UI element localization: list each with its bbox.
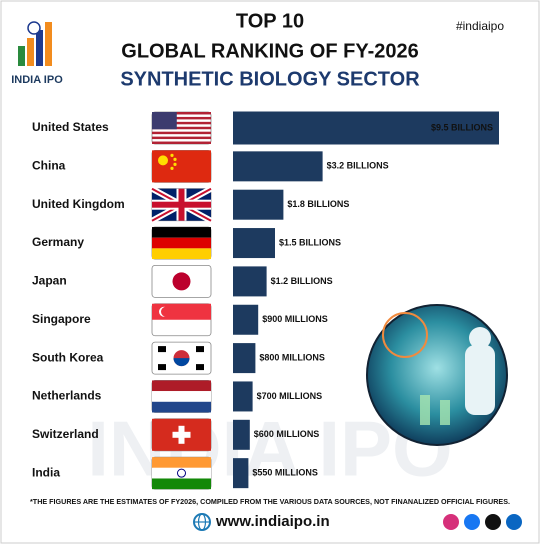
website[interactable]: www.indiaipo.in (215, 513, 330, 530)
flag (151, 226, 212, 260)
flag-star (173, 162, 177, 166)
bar (233, 266, 267, 297)
value-label: $600 MILLIONS (254, 429, 320, 439)
title: TOP 10 (236, 10, 304, 32)
flag-stripe (152, 457, 211, 468)
flag-stripe (152, 136, 211, 140)
value-label: $3.2 BILLIONS (327, 161, 389, 171)
value-label: $550 MILLIONS (252, 468, 318, 478)
flag-stripe (152, 112, 211, 115)
instagram-icon[interactable] (443, 514, 459, 530)
flag-stripe (152, 380, 211, 392)
flag-stripe (152, 401, 211, 413)
bar (233, 419, 250, 450)
flag-trigram (158, 346, 166, 353)
flag-stripe (152, 478, 211, 490)
flag-stripe (152, 131, 211, 135)
flag-star (158, 155, 168, 166)
value-label: $800 MILLIONS (259, 352, 325, 362)
value-label: $1.8 BILLIONS (287, 199, 349, 209)
flag (151, 303, 212, 337)
flag (151, 380, 212, 413)
flag-stripe (152, 391, 211, 402)
flag-stripe (152, 467, 211, 479)
website-icon (193, 513, 211, 531)
flag (151, 149, 212, 183)
value-label: $9.5 BILLIONS (431, 122, 493, 132)
category-label: Japan (32, 274, 67, 288)
category-label: China (32, 159, 66, 173)
flag (151, 456, 212, 490)
logo-text: INDIA IPO (11, 74, 63, 86)
flag-star (170, 166, 174, 170)
flag-field (152, 150, 211, 183)
flag-stripe (152, 227, 211, 238)
flag (151, 341, 212, 375)
flag-trigram (158, 364, 166, 371)
category-label: Germany (32, 235, 84, 249)
flag-stripe (152, 121, 211, 125)
flag (151, 111, 212, 145)
value-label: $700 MILLIONS (257, 391, 323, 401)
flag (151, 264, 212, 298)
flag-trigram (196, 364, 204, 371)
flag (151, 418, 212, 452)
x-icon[interactable] (485, 514, 501, 530)
flag-stripe (152, 248, 211, 260)
subtitle: SYNTHETIC BIOLOGY SECTOR (120, 68, 420, 90)
bar (233, 228, 275, 259)
flag-stripe (152, 116, 211, 120)
category-label: United Kingdom (32, 197, 125, 211)
flag-star (170, 153, 174, 157)
hashtag: #indiaipo (456, 19, 504, 33)
category-label: South Korea (32, 350, 104, 364)
bar (233, 111, 499, 145)
flag-star (173, 157, 177, 161)
social-icons (443, 514, 522, 530)
bar (233, 151, 323, 182)
bar (233, 458, 249, 489)
flag-disc (173, 358, 190, 367)
bar (233, 381, 253, 412)
category-label: Netherlands (32, 389, 102, 403)
facebook-icon[interactable] (464, 514, 480, 530)
bar (233, 189, 284, 220)
flag-chakra (177, 468, 186, 478)
value-label: $1.2 BILLIONS (271, 276, 333, 286)
category-label: United States (32, 120, 109, 134)
flag-canton (152, 112, 177, 130)
linkedin-icon[interactable] (506, 514, 522, 530)
flag-stripe (152, 126, 211, 130)
value-label: $1.5 BILLIONS (279, 237, 341, 247)
title: GLOBAL RANKING OF FY-2026 (121, 40, 418, 62)
flag-trigram (196, 346, 204, 353)
flag-cross (152, 201, 211, 208)
decor-photo (366, 304, 508, 446)
logo: INDIA IPO (11, 21, 63, 86)
category-label: Switzerland (32, 427, 99, 441)
flag-stripe (152, 237, 211, 249)
bar (233, 343, 256, 374)
footnote: *THE FIGURES ARE THE ESTIMATES OF FY2026… (30, 497, 510, 506)
flag-stripe (152, 141, 211, 144)
flag-disc (172, 272, 191, 291)
flag-moon (161, 306, 171, 317)
flag (150, 186, 213, 224)
category-label: Singapore (32, 312, 91, 326)
flag-cross (172, 431, 191, 438)
category-label: India (32, 465, 60, 479)
bar (233, 304, 259, 335)
value-label: $900 MILLIONS (262, 314, 328, 324)
